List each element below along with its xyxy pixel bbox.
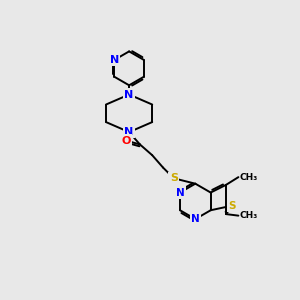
Text: N: N xyxy=(124,127,134,137)
Text: N: N xyxy=(176,188,184,197)
Text: N: N xyxy=(124,89,134,100)
Text: CH₃: CH₃ xyxy=(240,211,258,220)
Text: S: S xyxy=(229,201,236,211)
Text: S: S xyxy=(170,173,178,183)
Text: N: N xyxy=(191,214,200,224)
Text: N: N xyxy=(110,55,119,65)
Text: CH₃: CH₃ xyxy=(240,172,258,182)
Text: O: O xyxy=(121,136,131,146)
